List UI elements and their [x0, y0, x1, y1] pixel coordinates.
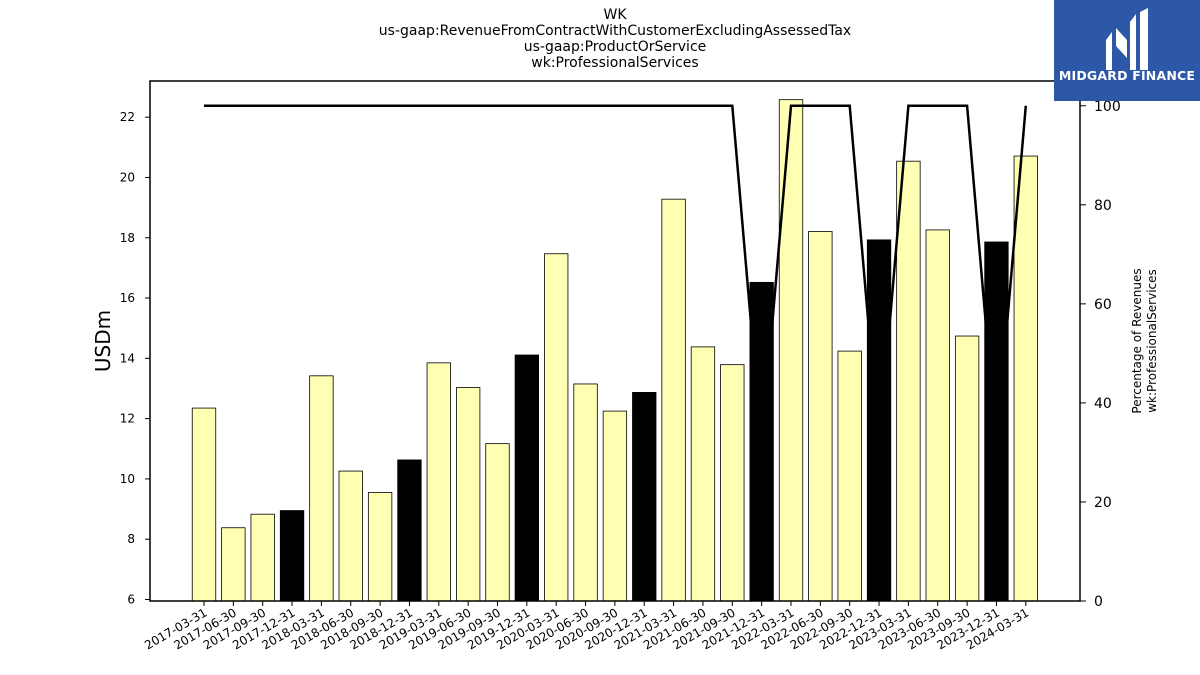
y2-tick-label-0: 0 — [1094, 594, 1103, 610]
bar-2018-03-31 — [309, 375, 334, 602]
bar-2019-03-31 — [426, 362, 451, 602]
x-axis: 2017-03-312017-06-302017-09-302017-12-31… — [142, 601, 1031, 652]
y-tick-label-18: 18 — [120, 231, 135, 245]
bar-2017-09-30 — [250, 513, 275, 602]
bar-2020-12-31 — [632, 391, 657, 602]
bar-2023-12-31 — [984, 241, 1009, 602]
y2-tick-label-100: 100 — [1094, 99, 1121, 115]
right-axis: 0 20 40 60 80 100 — [1080, 99, 1121, 610]
y2-tick-label-80: 80 — [1094, 198, 1112, 214]
y-tick-label-8: 8 — [127, 532, 135, 546]
bars-layer — [191, 99, 1038, 602]
bar-2024-03-31 — [1013, 155, 1038, 602]
bar-2023-09-30 — [954, 335, 980, 602]
bar-2019-06-30 — [455, 387, 481, 602]
logo-text: MIDGARD FINANCE — [1058, 68, 1196, 83]
midgard-finance-logo: MIDGARD FINANCE — [1054, 0, 1200, 101]
left-axis: 6 8 10 12 14 16 18 20 22 — [120, 110, 150, 606]
chart-title-line-3: us-gaap:ProductOrService — [523, 39, 707, 55]
y2-tick-label-40: 40 — [1094, 396, 1112, 412]
y-tick-label-12: 12 — [120, 412, 135, 426]
bar-2021-09-30 — [720, 364, 745, 602]
bar-2022-03-31 — [778, 99, 804, 602]
bar-2021-06-30 — [690, 346, 716, 602]
y2-tick-label-20: 20 — [1094, 495, 1112, 511]
y-tick-label-20: 20 — [120, 170, 135, 184]
chart-title-line-4: wk:ProfessionalServices — [531, 55, 699, 71]
y-tick-label-22: 22 — [120, 110, 135, 124]
y-tick-label-6: 6 — [127, 592, 135, 606]
bar-2020-03-31 — [544, 253, 569, 602]
bar-2018-12-31 — [397, 459, 422, 602]
bar-2022-12-31 — [866, 239, 892, 602]
chart-title-line-2: us-gaap:RevenueFromContractWithCustomerE… — [378, 23, 852, 39]
y2-axis-label-line-1: Percentage of Revenues — [1130, 268, 1144, 413]
bar-2021-03-31 — [661, 198, 686, 602]
bar-2020-06-30 — [573, 383, 598, 602]
bar-2020-09-30 — [602, 410, 628, 602]
y2-tick-label-60: 60 — [1094, 297, 1112, 313]
bar-2017-03-31 — [191, 407, 217, 602]
bar-2017-06-30 — [221, 527, 246, 602]
bar-2019-09-30 — [485, 443, 510, 602]
y-tick-label-14: 14 — [120, 351, 135, 365]
chart-title-line-1: WK — [603, 7, 627, 23]
y2-axis-label-line-2: wk:ProfessionalServices — [1145, 269, 1159, 413]
y-tick-label-10: 10 — [120, 472, 135, 486]
bar-2017-12-31 — [279, 510, 305, 602]
percentage-line — [204, 104, 1028, 448]
bar-2018-09-30 — [367, 492, 393, 602]
midgard-logo-icon — [1106, 8, 1148, 70]
bar-2023-06-30 — [925, 229, 950, 602]
bar-2022-06-30 — [808, 231, 833, 602]
bar-2018-06-30 — [338, 470, 363, 602]
y-tick-label-16: 16 — [120, 291, 135, 305]
y-axis-label: USDm — [91, 310, 115, 372]
bar-2022-09-30 — [837, 350, 862, 602]
bar-2019-12-31 — [514, 354, 539, 602]
line-layer — [204, 104, 1028, 448]
bar-2023-03-31 — [896, 160, 921, 602]
